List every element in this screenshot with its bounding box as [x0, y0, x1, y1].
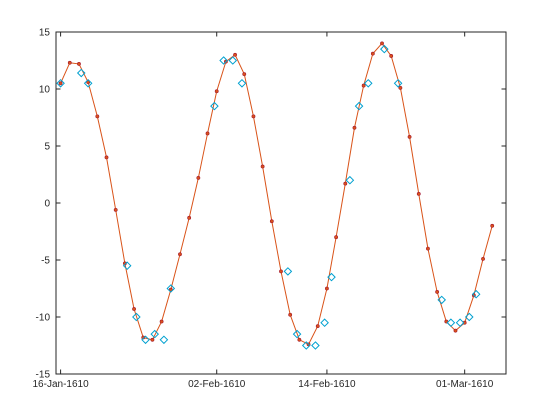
diamond-marker	[237, 78, 247, 88]
line-data-point	[380, 41, 384, 46]
line-data-point	[95, 114, 100, 119]
diamond-marker	[455, 318, 465, 328]
line-data-point	[242, 72, 247, 77]
x-tick-label: 14-Feb-1610	[298, 379, 356, 390]
line-data-point	[159, 319, 164, 324]
line-data-point	[67, 60, 72, 65]
diamond-marker	[132, 312, 141, 322]
plot-background	[56, 32, 506, 374]
line-data-point	[407, 134, 412, 139]
diamond-marker	[437, 295, 447, 305]
diamond-marker	[122, 261, 132, 271]
diamond-marker	[345, 175, 355, 185]
line-data-point	[104, 155, 109, 160]
diamond-marker	[471, 289, 481, 299]
line-data-point	[196, 176, 201, 180]
line-data-point	[297, 337, 302, 342]
line-data-point	[334, 235, 339, 240]
line-data-point	[389, 54, 394, 58]
diamond-marker	[327, 272, 336, 282]
diamond-marker	[141, 335, 150, 345]
x-tick-label: 16-Jan-1610	[33, 379, 90, 390]
series-line	[60, 42, 493, 346]
diamond-marker	[446, 318, 456, 328]
line-data-point	[288, 312, 293, 317]
diamond-marker	[464, 312, 474, 322]
y-tick-label: 5	[44, 142, 50, 153]
diamond-marker	[56, 78, 65, 88]
line-data-point	[416, 191, 421, 196]
diamond-marker	[311, 341, 320, 350]
diamond-marker	[301, 341, 311, 350]
line-data-point	[269, 219, 274, 224]
line-data-point	[398, 85, 403, 90]
diamond-marker	[166, 284, 176, 293]
line-data-point	[132, 307, 136, 311]
line-data-point	[168, 287, 173, 292]
diamond-marker	[283, 267, 293, 276]
line-data-point	[325, 286, 329, 291]
line-data-point	[205, 131, 210, 136]
line-data-point	[58, 81, 63, 86]
line-data-point	[343, 181, 348, 186]
line-data-point	[178, 252, 182, 257]
diamond-marker	[159, 335, 169, 345]
series-layer	[56, 41, 495, 350]
line-data-point	[113, 207, 118, 212]
line-data-point	[86, 80, 91, 85]
line-data-point	[315, 324, 320, 329]
line-data-point	[279, 269, 283, 274]
diamond-marker	[83, 78, 93, 88]
line-data-point	[260, 164, 265, 169]
diamond-marker	[380, 44, 389, 54]
y-tick-label: -15	[36, 370, 51, 381]
axes-layer: -15 -10 -5 0 5 10 15 16-Jan-1610 02-Feb-1610 14-F…	[33, 28, 507, 390]
diamond-marker	[76, 68, 86, 78]
diamond-marker	[228, 56, 238, 65]
x-tick-label: 02-Feb-1610	[188, 379, 246, 390]
diamond-marker	[393, 78, 403, 88]
diamond-marker	[150, 329, 160, 339]
y-tick-label: 15	[39, 28, 51, 39]
line-data-point	[352, 125, 357, 130]
line-data-point	[214, 89, 219, 94]
line-data-point	[453, 328, 458, 333]
x-tick-label: 01-Mar-1610	[436, 379, 494, 390]
line-data-point	[77, 62, 81, 66]
line-data-point	[426, 246, 430, 251]
diamond-marker	[219, 56, 228, 65]
diamond-marker	[363, 78, 373, 88]
y-tick-label: -5	[41, 256, 50, 267]
line-data-point	[490, 223, 495, 228]
diamond-marker	[320, 318, 329, 328]
diamond-marker	[354, 101, 364, 111]
y-tick-label: 10	[39, 85, 51, 96]
y-tick-label: 0	[44, 199, 50, 210]
diamond-marker	[292, 329, 302, 339]
y-tick-label: -10	[36, 313, 51, 324]
line-data-point	[370, 51, 375, 56]
line-data-point	[233, 52, 237, 57]
line-data-point	[361, 83, 366, 88]
line-data-point	[435, 290, 440, 294]
line-data-point	[251, 114, 256, 119]
line-data-point	[187, 215, 192, 220]
diamond-marker	[210, 101, 219, 111]
line-data-point	[481, 256, 485, 261]
line-data-point	[150, 337, 155, 342]
